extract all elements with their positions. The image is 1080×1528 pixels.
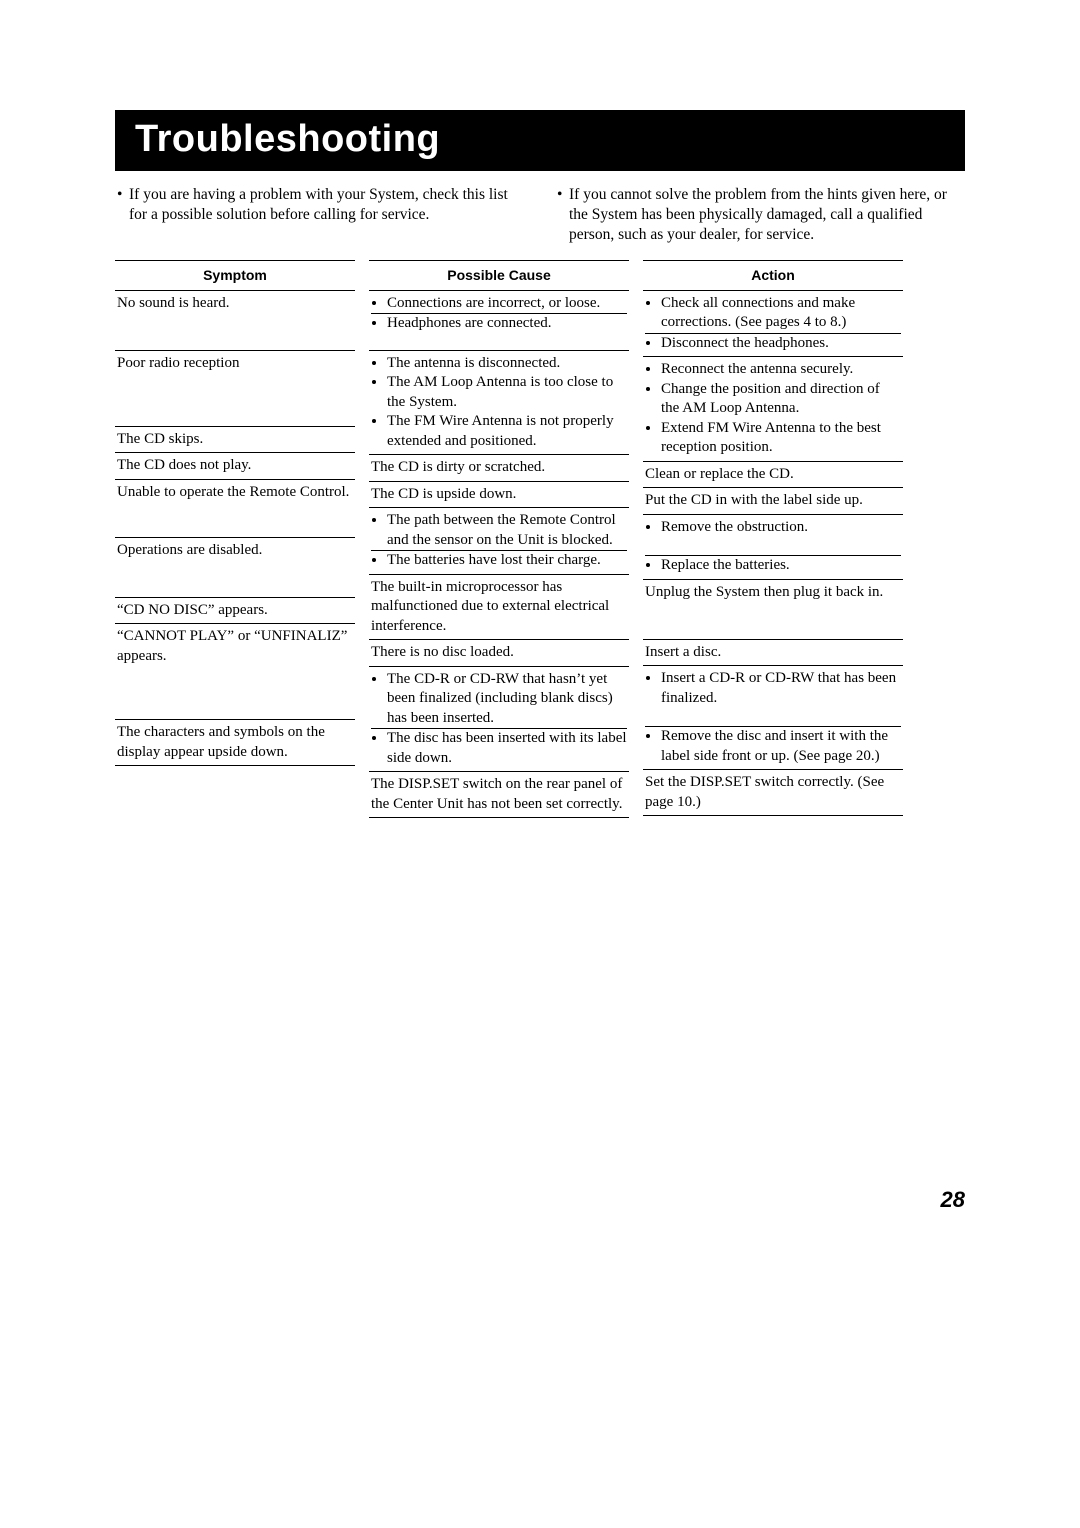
table-cell: Unplug the System then plug it back in.: [643, 580, 903, 640]
table-cell: Clean or replace the CD.: [643, 462, 903, 489]
intro-left-text: If you are having a problem with your Sy…: [129, 185, 525, 244]
column-symptom: Symptom No sound is heard. Poor radio rec…: [115, 260, 355, 818]
bullet-icon: •: [115, 185, 129, 244]
header-symptom: Symptom: [115, 260, 355, 290]
manual-page: Troubleshooting • If you are having a pr…: [0, 0, 1080, 818]
table-cell: Put the CD in with the label side up.: [643, 488, 903, 515]
header-action: Action: [643, 260, 903, 290]
troubleshooting-table: Symptom No sound is heard. Poor radio rec…: [115, 260, 965, 818]
column-action: Action Check all connections and make co…: [643, 260, 903, 818]
table-cell-text: “CD NO DISC” appears.: [117, 601, 353, 621]
table-cell: The characters and symbols on the displa…: [115, 720, 355, 766]
section-title-bar: Troubleshooting: [115, 110, 965, 171]
table-cell: The antenna is disconnected.The AM Loop …: [369, 351, 629, 456]
intro-right-text: If you cannot solve the problem from the…: [569, 185, 965, 244]
table-cell-item: Change the position and direction of the…: [661, 380, 901, 419]
table-cell-text: The characters and symbols on the displa…: [117, 723, 353, 762]
table-cell: The path between the Remote Control and …: [369, 508, 629, 575]
table-cell: Remove the obstruction.Replace the batte…: [643, 515, 903, 580]
table-cell: Unable to operate the Remote Control.: [115, 480, 355, 538]
table-cell: The CD-R or CD-RW that hasn’t yet been f…: [369, 667, 629, 773]
table-cell-item: Reconnect the antenna securely.: [661, 360, 901, 380]
table-cell-text: Set the DISP.SET switch correctly. (See …: [645, 773, 901, 812]
intro-row: • If you are having a problem with your …: [115, 185, 965, 244]
table-cell-text: Operations are disabled.: [117, 541, 353, 561]
table-cell-text: “CANNOT PLAY” or “UNFINALIZ” appears.: [117, 627, 353, 666]
table-cell-item: The path between the Remote Control and …: [387, 511, 627, 550]
table-cell-text: The CD does not play.: [117, 456, 353, 476]
table-cell-item: The FM Wire Antenna is not properly exte…: [387, 412, 627, 451]
table-cell-item: Check all connections and make correctio…: [661, 294, 901, 333]
table-cell-item: Connections are incorrect, or loose.: [387, 294, 627, 314]
table-cell-item: The antenna is disconnected.: [387, 354, 627, 374]
table-cell-text: Unplug the System then plug it back in.: [645, 583, 901, 603]
table-cell: Check all connections and make correctio…: [643, 291, 903, 358]
table-cell: The DISP.SET switch on the rear panel of…: [369, 772, 629, 818]
table-cell: No sound is heard.: [115, 291, 355, 351]
table-cell-text: No sound is heard.: [117, 294, 353, 314]
table-cell-text: Clean or replace the CD.: [645, 465, 901, 485]
table-cell-text: The built-in microprocessor has malfunct…: [371, 578, 627, 637]
table-cell-item: The CD-R or CD-RW that hasn’t yet been f…: [387, 670, 627, 729]
table-cell-text: There is no disc loaded.: [371, 643, 627, 663]
table-cell: The built-in microprocessor has malfunct…: [369, 575, 629, 641]
table-cell-text: The CD is upside down.: [371, 485, 627, 505]
column-cause: Possible Cause Connections are incorrect…: [369, 260, 629, 818]
table-cell-item: Remove the disc and insert it with the l…: [661, 727, 901, 766]
table-cell-text: The CD skips.: [117, 430, 353, 450]
table-cell-text: Put the CD in with the label side up.: [645, 491, 901, 511]
header-cause: Possible Cause: [369, 260, 629, 290]
table-cell-item: Extend FM Wire Antenna to the best recep…: [661, 419, 901, 458]
table-cell: Poor radio reception: [115, 351, 355, 427]
table-cell: The CD skips.: [115, 427, 355, 454]
table-cell: Insert a CD-R or CD-RW that has been fin…: [643, 666, 903, 770]
page-number: 28: [941, 1187, 965, 1213]
table-cell-text: The DISP.SET switch on the rear panel of…: [371, 775, 627, 814]
table-cell: Set the DISP.SET switch correctly. (See …: [643, 770, 903, 816]
table-cell-item: Replace the batteries.: [661, 556, 901, 576]
table-cell: There is no disc loaded.: [369, 640, 629, 667]
table-cell: Insert a disc.: [643, 640, 903, 667]
table-cell-item: The batteries have lost their charge.: [387, 551, 627, 571]
table-cell: “CANNOT PLAY” or “UNFINALIZ” appears.: [115, 624, 355, 720]
table-cell-item: Disconnect the headphones.: [661, 334, 901, 354]
table-cell: Connections are incorrect, or loose.Head…: [369, 291, 629, 351]
section-title: Troubleshooting: [135, 118, 440, 160]
table-cell-item: Remove the obstruction.: [661, 518, 901, 556]
table-cell: The CD is upside down.: [369, 482, 629, 509]
table-cell: “CD NO DISC” appears.: [115, 598, 355, 625]
table-cell: Operations are disabled.: [115, 538, 355, 598]
table-cell-text: Unable to operate the Remote Control.: [117, 483, 353, 503]
table-cell: Reconnect the antenna securely.Change th…: [643, 357, 903, 462]
intro-right: • If you cannot solve the problem from t…: [555, 185, 965, 244]
table-cell: The CD does not play.: [115, 453, 355, 480]
table-cell: The CD is dirty or scratched.: [369, 455, 629, 482]
table-cell-item: The AM Loop Antenna is too close to the …: [387, 373, 627, 412]
table-cell-item: The disc has been inserted with its labe…: [387, 729, 627, 768]
table-cell-text: Poor radio reception: [117, 354, 353, 374]
bullet-icon: •: [555, 185, 569, 244]
intro-left: • If you are having a problem with your …: [115, 185, 525, 244]
table-cell-text: Insert a disc.: [645, 643, 901, 663]
table-cell-item: Insert a CD-R or CD-RW that has been fin…: [661, 669, 901, 726]
table-cell-text: The CD is dirty or scratched.: [371, 458, 627, 478]
table-cell-item: Headphones are connected.: [387, 314, 627, 334]
